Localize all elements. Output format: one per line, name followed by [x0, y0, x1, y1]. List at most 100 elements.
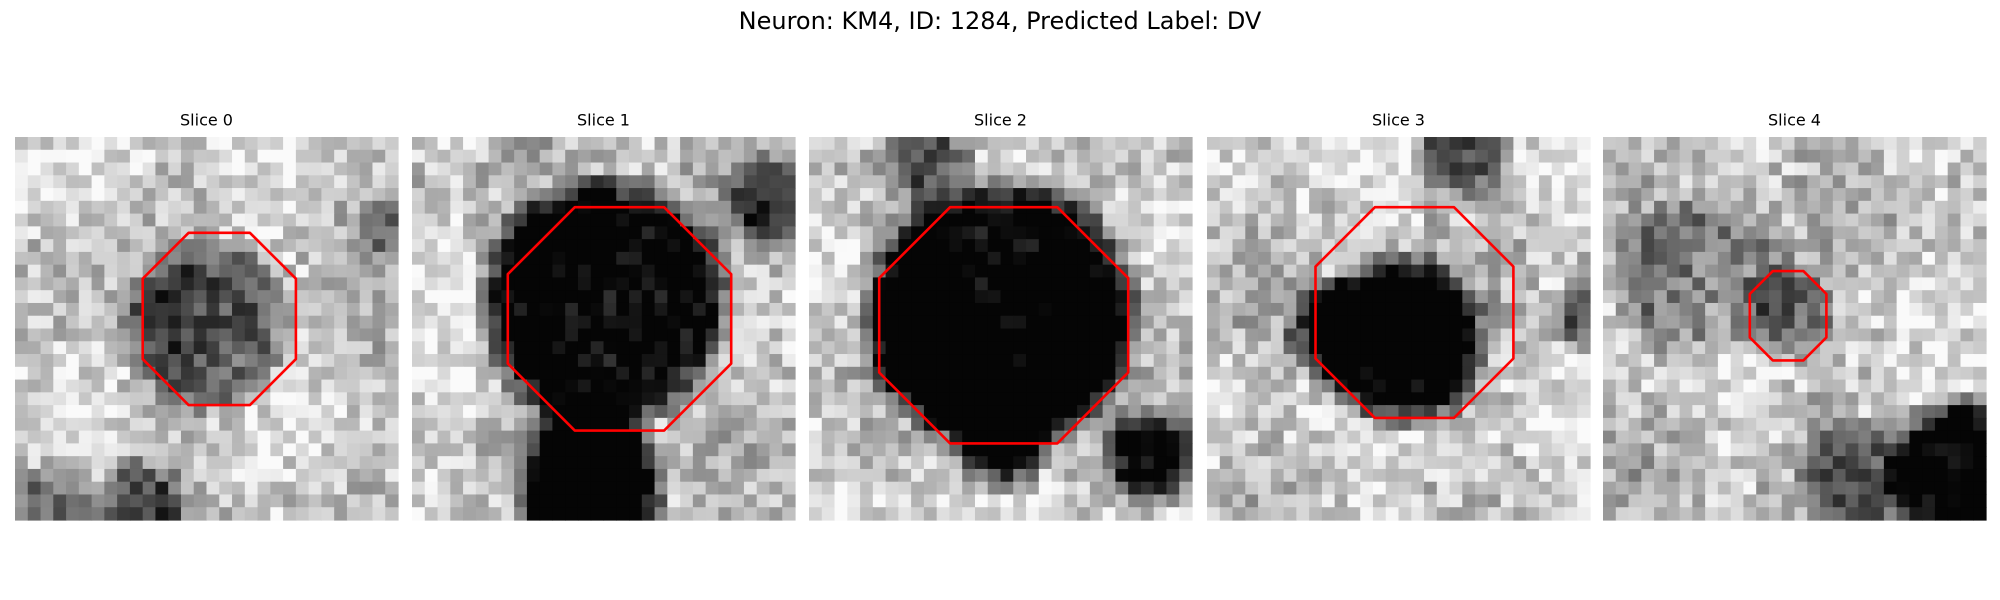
pixel	[885, 149, 899, 164]
pixel	[821, 379, 836, 393]
pixel	[91, 392, 105, 406]
pixel	[1258, 264, 1272, 279]
pixel	[1232, 213, 1246, 227]
pixel	[539, 456, 554, 470]
pixel	[1628, 392, 1642, 406]
pixel	[1462, 354, 1476, 368]
pixel	[616, 226, 630, 240]
pixel	[911, 328, 925, 342]
pixel	[1960, 456, 1974, 470]
pixel	[463, 302, 477, 317]
pixel	[117, 315, 131, 330]
pixel	[155, 264, 169, 279]
pixel	[155, 302, 169, 317]
pixel	[1487, 200, 1502, 215]
pixel	[91, 405, 105, 419]
pixel	[680, 366, 694, 381]
pixel	[641, 175, 656, 189]
pixel	[885, 366, 899, 381]
pixel	[1321, 481, 1336, 496]
pixel	[257, 302, 271, 317]
pixel	[129, 315, 144, 330]
pixel	[1717, 354, 1732, 368]
pixel	[1654, 213, 1668, 227]
pixel	[1411, 302, 1425, 317]
pixel	[1462, 405, 1476, 419]
pixel	[1283, 264, 1297, 279]
pixel	[1641, 302, 1655, 317]
pixel	[552, 456, 566, 470]
pixel	[219, 328, 233, 342]
pixel	[117, 137, 131, 151]
pixel	[463, 251, 477, 266]
pixel	[501, 481, 515, 496]
pixel	[450, 162, 464, 176]
pixel	[155, 200, 169, 215]
pixel	[898, 277, 912, 291]
pixel	[641, 213, 656, 227]
pixel	[1424, 468, 1438, 483]
pixel	[782, 302, 796, 317]
pixel	[809, 354, 823, 368]
pixel	[206, 494, 220, 508]
pixel	[334, 200, 348, 215]
pixel	[1679, 188, 1693, 202]
pixel	[603, 277, 617, 291]
pixel	[321, 341, 335, 355]
pixel	[78, 290, 93, 304]
pixel	[66, 341, 80, 355]
pixel	[641, 149, 656, 164]
pixel	[385, 417, 399, 432]
pixel	[1717, 507, 1732, 521]
pixel	[718, 175, 732, 189]
pixel	[1140, 481, 1155, 496]
pixel	[1128, 188, 1142, 202]
pixel	[295, 137, 310, 151]
pixel	[1360, 175, 1374, 189]
pixel	[1140, 200, 1155, 215]
pixel	[385, 264, 399, 279]
pixel	[129, 443, 144, 457]
pixel	[412, 315, 426, 330]
pixel	[1781, 175, 1796, 189]
pixel	[1781, 456, 1796, 470]
pixel	[463, 149, 477, 164]
pixel	[1102, 328, 1116, 342]
pixel	[1462, 430, 1476, 444]
pixel	[1140, 264, 1155, 279]
pixel	[962, 494, 976, 508]
pixel	[1538, 392, 1553, 406]
pixel	[1743, 468, 1757, 483]
pixel	[1258, 213, 1272, 227]
pixel	[1615, 328, 1630, 342]
pixel	[1372, 507, 1387, 521]
pixel	[1641, 251, 1655, 266]
pixel	[270, 239, 284, 253]
pixel	[1487, 302, 1502, 317]
pixel	[117, 468, 131, 483]
pixel	[359, 315, 374, 330]
pixel	[898, 379, 912, 393]
pixel	[1743, 149, 1757, 164]
pixel	[1500, 379, 1514, 393]
pixel	[1462, 366, 1476, 381]
pixel	[1538, 354, 1553, 368]
pixel	[782, 341, 796, 355]
pixel	[1089, 200, 1104, 215]
pixel	[142, 290, 157, 304]
pixel	[1283, 405, 1297, 419]
pixel	[705, 468, 719, 483]
pixel	[1934, 328, 1949, 342]
pixel	[1360, 328, 1374, 342]
pixel	[860, 328, 874, 342]
pixel	[1947, 456, 1962, 470]
pixel	[1922, 456, 1936, 470]
pixel	[1500, 226, 1514, 240]
pixel	[1179, 405, 1193, 419]
pixel	[372, 239, 386, 253]
pixel	[731, 379, 745, 393]
pixel	[1820, 443, 1834, 457]
pixel	[385, 328, 399, 342]
pixel	[1207, 443, 1221, 457]
pixel	[1756, 175, 1770, 189]
